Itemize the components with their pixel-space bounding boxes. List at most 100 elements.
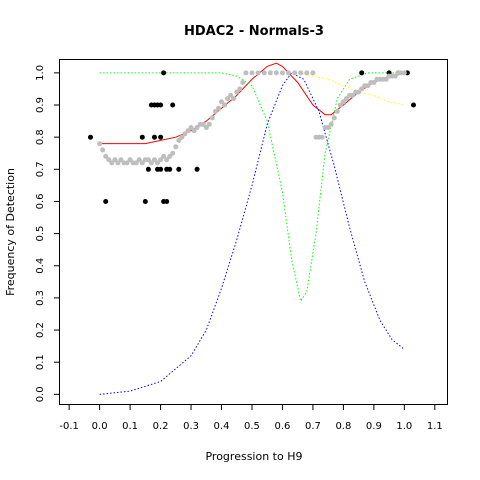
data-point (337, 102, 343, 108)
data-point (310, 70, 316, 76)
data-point (286, 70, 291, 76)
y-tick-label: 1.0 (35, 65, 46, 81)
y-tick-label: 0.2 (35, 322, 46, 338)
data-point (200, 121, 206, 127)
x-tick-label: 0.2 (153, 421, 169, 432)
series-line-5 (297, 72, 405, 106)
data-point (334, 108, 340, 114)
data-point (176, 166, 182, 172)
x-tick-label: 0.7 (305, 421, 321, 432)
data-point (158, 166, 164, 172)
x-tick-label: 1.0 (396, 421, 412, 432)
data-point (234, 89, 240, 95)
x-tick-label: 0.8 (335, 421, 351, 432)
y-tick-label: 0.3 (35, 290, 46, 306)
data-point (161, 70, 167, 76)
data-point (325, 125, 331, 130)
chart-title: HDAC2 - Normals-3 (184, 24, 324, 39)
data-point (106, 157, 112, 163)
data-point (304, 70, 310, 76)
y-tick-label: 0.9 (35, 97, 46, 113)
data-point (279, 70, 285, 76)
y-axis: 0.0 0.1 0.2 0.3 0.4 0.5 0.6 0.7 0.8 0.9 1.0 (35, 65, 60, 402)
data-point (133, 160, 139, 166)
data-point (115, 160, 121, 166)
data-point (164, 157, 170, 163)
data-point (255, 70, 261, 76)
data-point (155, 160, 160, 166)
data-point (139, 160, 145, 166)
y-tick-label: 0.6 (35, 194, 46, 210)
data-point (158, 102, 164, 108)
x-tick-label: 0.3 (183, 421, 199, 432)
data-point (112, 157, 118, 163)
x-tick-label: 0.4 (214, 421, 230, 432)
data-point (127, 157, 133, 163)
data-point (249, 70, 255, 76)
data-point (161, 153, 167, 159)
x-tick-label: -0.1 (59, 421, 79, 432)
data-point (167, 153, 173, 159)
y-tick-label: 0.5 (35, 226, 46, 242)
data-point (203, 125, 209, 130)
data-point (97, 141, 103, 147)
series-line-2 (99, 62, 405, 145)
data-point (319, 134, 325, 140)
data-point (240, 80, 246, 85)
x-tick-label: 0.1 (122, 421, 138, 432)
data-point (176, 137, 182, 143)
data-point (152, 134, 157, 140)
series-line-4 (99, 72, 405, 395)
data-point (298, 70, 304, 76)
data-point (216, 105, 221, 111)
data-point (136, 157, 142, 163)
data-point (219, 99, 224, 105)
data-point (356, 89, 362, 95)
y-tick-label: 0.1 (35, 354, 46, 370)
data-point (267, 70, 273, 76)
data-point (109, 160, 115, 166)
data-point (209, 115, 215, 121)
data-point (142, 199, 148, 204)
data-point (158, 134, 164, 140)
data-point (225, 96, 231, 102)
data-point (152, 157, 157, 163)
series-lines (99, 62, 405, 395)
series-points (88, 70, 416, 204)
x-axis-label: Progression to H9 (205, 450, 302, 463)
data-point (170, 102, 176, 108)
data-point (103, 199, 109, 204)
data-point (228, 92, 234, 98)
data-point (371, 80, 377, 85)
data-point (206, 121, 212, 127)
data-point (173, 144, 179, 150)
data-point (194, 125, 200, 130)
data-point (343, 96, 349, 102)
data-point (237, 86, 243, 92)
data-point (401, 70, 407, 76)
data-point (167, 166, 173, 172)
data-point (188, 125, 194, 130)
data-point (145, 166, 151, 172)
data-point (145, 157, 151, 163)
data-point (170, 150, 176, 156)
y-tick-label: 0.8 (35, 129, 46, 145)
x-tick-label: 1.1 (427, 421, 443, 432)
y-tick-label: 0.4 (35, 258, 46, 274)
data-point (124, 160, 130, 166)
x-tick-label: 0.9 (366, 421, 382, 432)
data-point (292, 70, 298, 76)
data-point (182, 131, 188, 137)
data-point (118, 157, 124, 163)
data-point (359, 70, 365, 76)
data-point (164, 199, 170, 204)
data-point (158, 157, 164, 163)
data-point (331, 115, 337, 121)
x-tick-label: 0.6 (274, 421, 290, 432)
y-axis-label: Frequency of Detection (4, 168, 17, 296)
y-tick-label: 0.0 (35, 386, 46, 402)
data-point (100, 147, 106, 153)
data-point (243, 70, 249, 76)
data-point (328, 121, 334, 127)
